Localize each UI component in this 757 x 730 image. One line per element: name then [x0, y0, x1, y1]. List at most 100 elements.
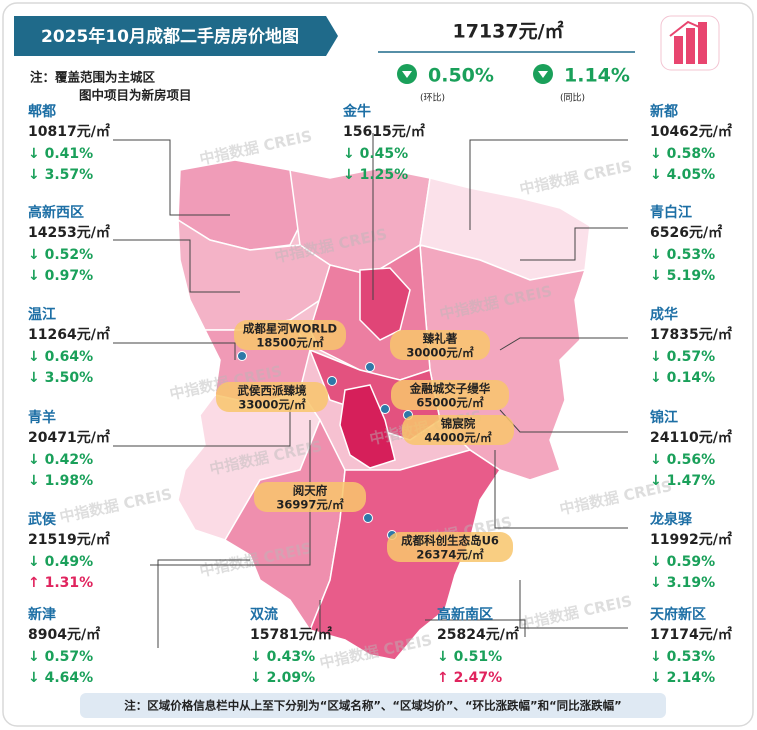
district-name: 双流	[250, 606, 278, 623]
district-yoy: ↓ 1.98%	[28, 473, 93, 489]
district-yoy: ↓ 5.19%	[650, 268, 715, 284]
project-name: 成都星河WORLD	[243, 322, 337, 336]
project-price: 65000元/㎡	[416, 396, 484, 410]
logo-bar	[674, 36, 683, 64]
project-dot	[365, 362, 375, 372]
district-yoy: ↓ 1.25%	[343, 167, 408, 183]
leader-line	[499, 337, 628, 351]
district-mom: ↓ 0.58%	[650, 146, 715, 162]
district-mom: ↓ 0.56%	[650, 452, 715, 468]
district-mom: ↓ 0.42%	[28, 452, 93, 468]
project-price: 26374元/㎡	[416, 548, 484, 562]
project-price: 30000元/㎡	[406, 346, 474, 360]
district-mom: ↓ 0.64%	[28, 349, 93, 365]
district-price: 24110元/㎡	[650, 429, 732, 446]
district-price: 10462元/㎡	[650, 123, 732, 140]
district-price: 17835元/㎡	[650, 326, 732, 343]
logo-roof	[669, 20, 707, 37]
district-name: 锦江	[650, 409, 678, 426]
project-dot	[237, 351, 247, 361]
project-box	[234, 320, 346, 350]
district-yoy: ↓ 3.50%	[28, 370, 93, 386]
district-yoy: ↓ 4.05%	[650, 167, 715, 183]
district-price: 15615元/㎡	[343, 123, 425, 140]
project-price: 18500元/㎡	[256, 336, 324, 350]
project-name: 锦宸院	[441, 417, 476, 431]
district-mom: ↓ 0.53%	[650, 247, 715, 263]
district-yoy: ↓ 2.09%	[250, 670, 315, 686]
project-name: 臻礼著	[423, 332, 458, 346]
district-yoy: ↑ 2.47%	[437, 670, 502, 686]
district-price: 20471元/㎡	[28, 429, 110, 446]
project-dot	[380, 404, 390, 414]
project-dot	[327, 376, 337, 386]
mom: 0.50%	[428, 65, 494, 87]
district-yoy: ↓ 3.19%	[650, 575, 715, 591]
region-gaoxinnan	[339, 384, 396, 469]
district-mom: ↓ 0.53%	[650, 649, 715, 665]
district-blocks: 郫都 10817元/㎡ ↓ 0.41% ↓ 3.57% 高新西区 14253元/㎡ ↓ 0.…	[28, 103, 732, 686]
logo-bar	[686, 28, 695, 64]
district-price: 10817元/㎡	[28, 123, 110, 140]
project-name: 阅天府	[293, 484, 328, 498]
down-arrow	[538, 71, 548, 78]
project-dot	[363, 513, 373, 523]
district-name: 金牛	[342, 103, 371, 120]
leader-line	[519, 580, 628, 629]
district-price: 6526元/㎡	[650, 224, 722, 241]
district-mom: ↓ 0.51%	[437, 649, 502, 665]
district-name: 高新西区	[28, 204, 84, 221]
district-name: 武侯	[28, 511, 57, 528]
project-box	[390, 330, 490, 360]
district-mom: ↓ 0.45%	[343, 146, 408, 162]
district-name: 成华	[650, 306, 678, 323]
district-mom: ↓ 0.57%	[28, 649, 93, 665]
note-line: 注：覆盖范围为主城区	[30, 70, 156, 85]
title-box	[14, 16, 326, 56]
footer-box	[80, 693, 666, 718]
district-yoy: ↓ 0.14%	[650, 370, 715, 386]
down-arrow	[402, 71, 412, 78]
leader-line	[113, 342, 236, 360]
project-box	[216, 382, 328, 412]
district-price: 11264元/㎡	[28, 326, 110, 343]
district-name: 龙泉驿	[649, 511, 693, 528]
project-price: 33000元/㎡	[238, 398, 306, 412]
district-name: 温江	[28, 306, 56, 323]
district-price: 25824元/㎡	[437, 626, 519, 643]
footer-note: 注：区域价格信息栏中从上至下分别为“区域名称”、“区域均价”、“环比涨跌幅”和“…	[124, 699, 621, 713]
leader-lines	[113, 133, 628, 648]
logo	[660, 15, 720, 71]
district-yoy: ↓ 2.14%	[650, 670, 715, 686]
yoy: 1.14%	[564, 65, 630, 87]
district-yoy: ↓ 0.97%	[28, 268, 93, 284]
district-mom: ↓ 0.49%	[28, 554, 93, 570]
district-name: 新津	[28, 606, 56, 623]
district-price: 14253元/㎡	[28, 224, 110, 241]
district-name: 郫都	[28, 103, 56, 120]
district-mom: ↓ 0.43%	[250, 649, 315, 665]
leader-line	[425, 619, 526, 637]
district-price: 21519元/㎡	[28, 531, 110, 548]
project-box	[254, 482, 366, 512]
leader-line	[157, 559, 250, 648]
project-box	[391, 380, 509, 410]
leader-line	[469, 139, 628, 230]
project-name: 金融城交子缦华	[409, 382, 491, 396]
region-gaoxinxi	[177, 218, 331, 331]
district-mom: ↓ 0.41%	[28, 146, 93, 162]
district-name: 青白江	[650, 204, 692, 221]
district-yoy: ↓ 4.64%	[28, 670, 93, 686]
leader-line	[113, 405, 291, 447]
district-mom: ↓ 0.52%	[28, 247, 93, 263]
project-price: 44000元/㎡	[424, 431, 492, 445]
district-mom: ↓ 0.57%	[650, 349, 715, 365]
district-price: 15781元/㎡	[250, 626, 332, 643]
district-price: 17174元/㎡	[650, 626, 732, 643]
district-mom: ↓ 0.59%	[650, 554, 715, 570]
district-price: 11992元/㎡	[650, 531, 732, 548]
city-price: 17137元/㎡	[452, 20, 563, 43]
district-yoy: ↓ 3.57%	[28, 167, 93, 183]
district-name: 新都	[650, 103, 678, 120]
